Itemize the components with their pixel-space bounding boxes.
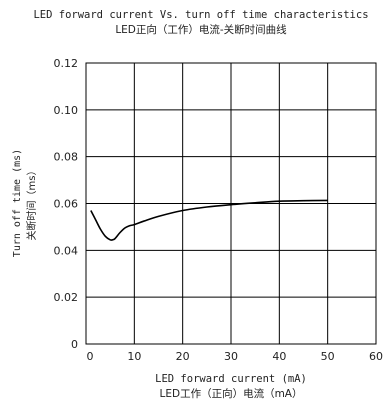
y-tick-label: 0.08: [54, 151, 79, 164]
x-tick-label: 10: [127, 350, 141, 363]
y-axis-label-cn: 关断时间（ms）: [25, 166, 38, 241]
y-axis-label: Turn off time (ms): [12, 149, 23, 257]
y-tick-label: 0.06: [54, 198, 79, 211]
series-line: [90, 199, 328, 241]
x-tick-label: 0: [87, 350, 94, 363]
y-tick-label: 0.04: [54, 244, 79, 257]
y-tick-labels: 0 0.02 0.04 0.06 0.08 0.10 0.12: [54, 57, 79, 351]
x-tick-labels: 0 10 20 30 40 50 60: [87, 350, 384, 363]
x-axis-label: LED forward current (mA): [155, 373, 307, 385]
y-tick-label: 0: [71, 338, 78, 351]
x-tick-label: 50: [321, 350, 335, 363]
y-tick-label: 0.02: [54, 291, 79, 304]
chart-subtitle: LED正向（工作）电流-关断时间曲线: [115, 23, 287, 36]
x-axis-label-cn: LED工作（正向）电流（mA）: [160, 387, 303, 400]
y-tick-label: 0.12: [54, 57, 79, 70]
y-tick-label: 0.10: [54, 104, 79, 117]
grid-lines: [86, 63, 376, 344]
plot-frame: [85, 62, 377, 345]
x-tick-label: 60: [369, 350, 383, 363]
x-tick-label: 20: [176, 350, 190, 363]
x-tick-label: 40: [272, 350, 286, 363]
chart-title: LED forward current Vs. turn off time ch…: [33, 9, 368, 21]
x-tick-label: 30: [224, 350, 238, 363]
